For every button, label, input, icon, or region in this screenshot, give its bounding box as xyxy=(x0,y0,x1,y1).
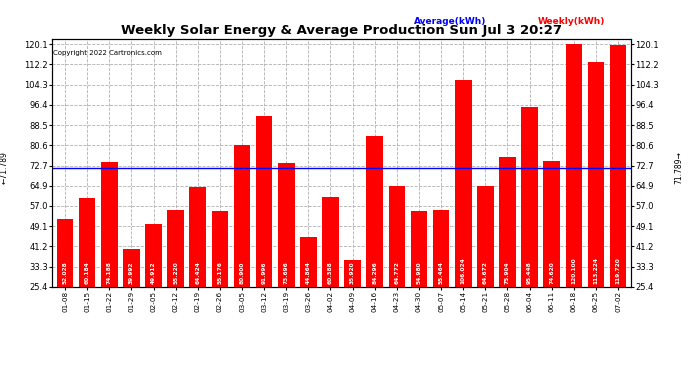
Text: 52.028: 52.028 xyxy=(63,261,68,284)
Text: 64.672: 64.672 xyxy=(483,261,488,284)
Text: 39.992: 39.992 xyxy=(129,261,134,284)
Text: Weekly(kWh): Weekly(kWh) xyxy=(538,17,606,26)
Text: 120.100: 120.100 xyxy=(571,257,576,284)
Text: Copyright 2022 Cartronics.com: Copyright 2022 Cartronics.com xyxy=(53,50,161,55)
Bar xyxy=(477,186,493,352)
Text: 64.772: 64.772 xyxy=(395,261,400,284)
Text: 91.996: 91.996 xyxy=(262,261,266,284)
Text: 74.188: 74.188 xyxy=(107,261,112,284)
Text: 60.184: 60.184 xyxy=(85,261,90,284)
Bar xyxy=(521,107,538,352)
Bar xyxy=(411,211,427,352)
Bar xyxy=(455,80,471,352)
Text: 119.720: 119.720 xyxy=(615,257,620,284)
Bar xyxy=(388,186,405,352)
Text: 55.176: 55.176 xyxy=(217,261,222,284)
Bar xyxy=(145,224,162,352)
Text: Average(kWh): Average(kWh) xyxy=(414,17,486,26)
Text: 49.912: 49.912 xyxy=(151,261,156,284)
Bar xyxy=(544,161,560,352)
Text: 55.464: 55.464 xyxy=(439,261,444,284)
Text: 54.980: 54.980 xyxy=(417,261,422,284)
Text: 74.620: 74.620 xyxy=(549,261,554,284)
Bar xyxy=(278,163,295,352)
Bar xyxy=(300,237,317,352)
Text: ←71.789: ←71.789 xyxy=(0,152,8,184)
Text: 113.224: 113.224 xyxy=(593,257,598,284)
Bar xyxy=(588,62,604,352)
Text: 106.024: 106.024 xyxy=(461,257,466,284)
Bar xyxy=(234,145,250,352)
Text: 60.388: 60.388 xyxy=(328,261,333,284)
Text: 84.296: 84.296 xyxy=(372,261,377,284)
Text: 44.864: 44.864 xyxy=(306,261,311,284)
Bar xyxy=(190,187,206,352)
Text: 55.220: 55.220 xyxy=(173,261,178,284)
Bar xyxy=(499,158,515,352)
Bar xyxy=(123,249,139,352)
Bar xyxy=(57,219,73,352)
Text: 95.448: 95.448 xyxy=(527,261,532,284)
Text: 73.696: 73.696 xyxy=(284,261,288,284)
Text: 71.789→: 71.789→ xyxy=(675,152,684,184)
Bar xyxy=(168,210,184,352)
Text: 80.900: 80.900 xyxy=(239,262,244,284)
Title: Weekly Solar Energy & Average Production Sun Jul 3 20:27: Weekly Solar Energy & Average Production… xyxy=(121,24,562,37)
Bar xyxy=(366,136,383,352)
Bar xyxy=(566,44,582,352)
Bar xyxy=(79,198,95,352)
Bar xyxy=(610,45,627,352)
Bar xyxy=(101,162,117,352)
Text: 35.920: 35.920 xyxy=(350,261,355,284)
Bar xyxy=(433,210,449,352)
Bar xyxy=(256,116,273,352)
Text: 64.424: 64.424 xyxy=(195,261,200,284)
Bar xyxy=(344,260,361,352)
Bar xyxy=(212,211,228,352)
Text: 75.904: 75.904 xyxy=(505,261,510,284)
Bar xyxy=(322,197,339,352)
